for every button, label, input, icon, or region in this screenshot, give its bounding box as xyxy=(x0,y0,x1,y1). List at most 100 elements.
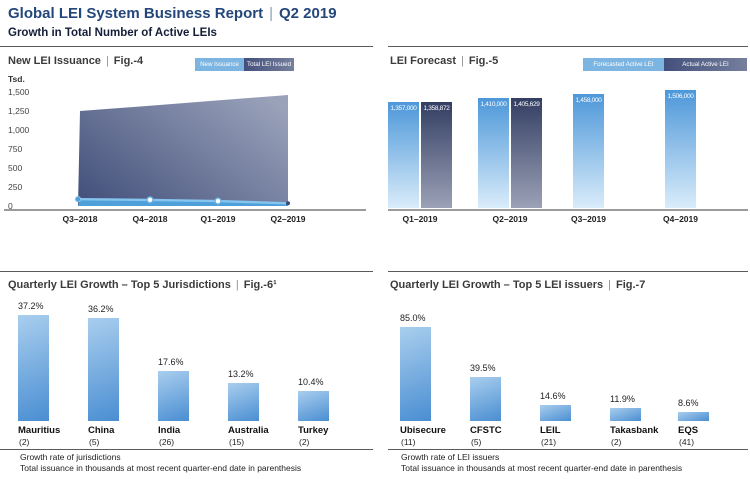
footnote-line: Total issuance in thousands at most rece… xyxy=(20,463,302,473)
bar-value-label: 85.0% xyxy=(400,313,426,323)
divider xyxy=(388,271,748,272)
bar-forecasted-active-lei: 1,410,000 xyxy=(478,97,509,208)
bar-growth-rate xyxy=(158,370,189,421)
bar-sub-label: (2) xyxy=(19,437,30,447)
y-axis-tick-label: 1,500 xyxy=(8,87,30,97)
footnote-line: Growth rate of jurisdictions xyxy=(20,452,121,462)
bar-growth-rate xyxy=(228,383,259,421)
bar-sub-label: (5) xyxy=(471,437,482,447)
y-axis-tick-label: 500 xyxy=(8,163,23,173)
bar-category-label: Turkey xyxy=(298,425,329,436)
bar-growth-rate xyxy=(298,391,329,421)
bar-sub-label: (21) xyxy=(541,437,557,447)
x-axis-label: Q3–2019 xyxy=(571,214,606,224)
x-axis-label: Q2–2019 xyxy=(492,214,528,224)
chart-title-separator: | xyxy=(235,279,239,291)
x-axis-label: Q2–2019 xyxy=(270,214,306,224)
y-axis-tick-label: 1,000 xyxy=(8,125,30,135)
chart-title-text: New LEI Issuance xyxy=(8,55,101,67)
bar-sub-label: (2) xyxy=(611,437,622,447)
bar-value-label: 1,410,000 xyxy=(480,100,507,108)
bar-growth-rate xyxy=(18,315,49,421)
area-chart-fig4 xyxy=(74,95,290,206)
bar-value-label: 8.6% xyxy=(678,397,699,408)
legend-item: Actual Active LEI xyxy=(664,58,747,71)
bar-growth-rate xyxy=(88,317,119,421)
y-axis-tick-label: 250 xyxy=(8,182,23,192)
bar-category-label: CFSTC xyxy=(470,425,502,436)
x-axis-label: Q4–2018 xyxy=(132,214,168,224)
line-series-new-issuance xyxy=(79,198,289,205)
chart-title-separator: | xyxy=(105,55,109,67)
data-point-marker xyxy=(74,196,82,203)
bar-value-label: 1,506,000 xyxy=(667,93,694,100)
bar-category-label: Ubisecure xyxy=(400,425,446,436)
bar-sub-label: (5) xyxy=(89,437,100,447)
chart-title-fig7: Quarterly LEI Growth – Top 5 LEI issuers… xyxy=(390,279,645,291)
bar-category-label: EQS xyxy=(678,425,699,436)
chart-title-separator: | xyxy=(608,279,611,291)
data-point-marker xyxy=(286,201,290,206)
footnote-line: Growth rate of LEI issuers xyxy=(401,452,500,462)
chart-title-fig4: New LEI Issuance | Fig.-4 xyxy=(8,55,143,67)
bar-growth-rate xyxy=(678,411,709,421)
divider xyxy=(388,449,748,450)
data-point-marker xyxy=(146,196,154,204)
bar-value-label: 1,405,629 xyxy=(513,100,540,108)
bar-value-label: 17.6% xyxy=(158,356,184,367)
bar-value-label: 1,357,000 xyxy=(390,104,417,112)
bar-growth-rate xyxy=(610,407,641,421)
y-axis-tick-label: 0 xyxy=(8,201,13,211)
report-period: Q2 2019 xyxy=(278,5,337,22)
chart-title-separator: | xyxy=(461,55,464,67)
y-axis-tick-label: 1,250 xyxy=(8,106,30,116)
bar-value-label: 36.2% xyxy=(88,303,114,314)
divider xyxy=(0,46,373,47)
chart-title-text: Quarterly LEI Growth – Top 5 LEI issuers xyxy=(390,279,604,291)
bar-sub-label: (41) xyxy=(679,437,695,447)
bar-value-label: 13.2% xyxy=(228,369,254,380)
bar-category-label: China xyxy=(88,425,115,436)
bar-growth-rate xyxy=(400,327,431,421)
bar-value-label: 1,358,872 xyxy=(423,104,450,112)
bar-value-label: 10.4% xyxy=(298,377,324,388)
divider xyxy=(388,46,748,47)
divider xyxy=(0,449,373,450)
bar-category-label: LEIL xyxy=(540,425,561,436)
bar-sub-label: (2) xyxy=(299,437,310,447)
legend-fig5: Forecasted Active LEI Actual Active LEI xyxy=(583,58,747,71)
footnote-line: Total issuance in thousands at most rece… xyxy=(401,463,683,473)
title-separator: | xyxy=(269,5,273,22)
bar-sub-label: (26) xyxy=(159,437,175,447)
bar-forecasted-active-lei: 1,506,000 xyxy=(665,90,696,208)
y-axis-tick-label: 750 xyxy=(8,144,23,154)
data-point-marker xyxy=(214,197,222,205)
x-axis-line xyxy=(388,209,748,211)
report-subtitle: Growth in Total Number of Active LEIs xyxy=(8,27,217,39)
report-title-text: Global LEI System Business Report xyxy=(8,5,264,22)
legend-item: Forecasted Active LEI xyxy=(583,58,664,71)
legend-item: New Issuance xyxy=(195,58,244,71)
chart-fig-number: Fig.-7 xyxy=(615,279,646,291)
chart-title-text: Quarterly LEI Growth – Top 5 Jurisdictio… xyxy=(8,279,231,291)
divider xyxy=(0,271,373,272)
legend-fig4: New Issuance Total LEI Issued xyxy=(195,58,294,71)
bar-actual-active-lei: 1,358,872 xyxy=(421,101,452,208)
chart-fig-number: Fig.-4 xyxy=(113,55,144,67)
chart-title-text: LEI Forecast xyxy=(390,55,457,67)
x-axis-label: Q3–2018 xyxy=(62,214,98,224)
report-title: Global LEI System Business Report | Q2 201… xyxy=(8,5,337,22)
bar-value-label: 39.5% xyxy=(470,363,496,374)
bar-growth-rate xyxy=(470,377,501,421)
area-series-total-lei-issued xyxy=(78,95,288,206)
bar-actual-active-lei: 1,405,629 xyxy=(511,97,542,208)
x-axis-label: Q1–2019 xyxy=(402,214,438,224)
bar-forecasted-active-lei: 1,357,000 xyxy=(388,101,419,208)
chart-fig-number: Fig.-6¹ xyxy=(243,279,277,291)
bar-growth-rate xyxy=(540,404,571,421)
bar-value-label: 1,458,000 xyxy=(575,96,602,104)
bar-value-label: 37.2% xyxy=(18,301,44,311)
chart-fig-number: Fig.-5 xyxy=(468,55,499,67)
y-axis-unit-label: Tsd. xyxy=(8,74,25,84)
